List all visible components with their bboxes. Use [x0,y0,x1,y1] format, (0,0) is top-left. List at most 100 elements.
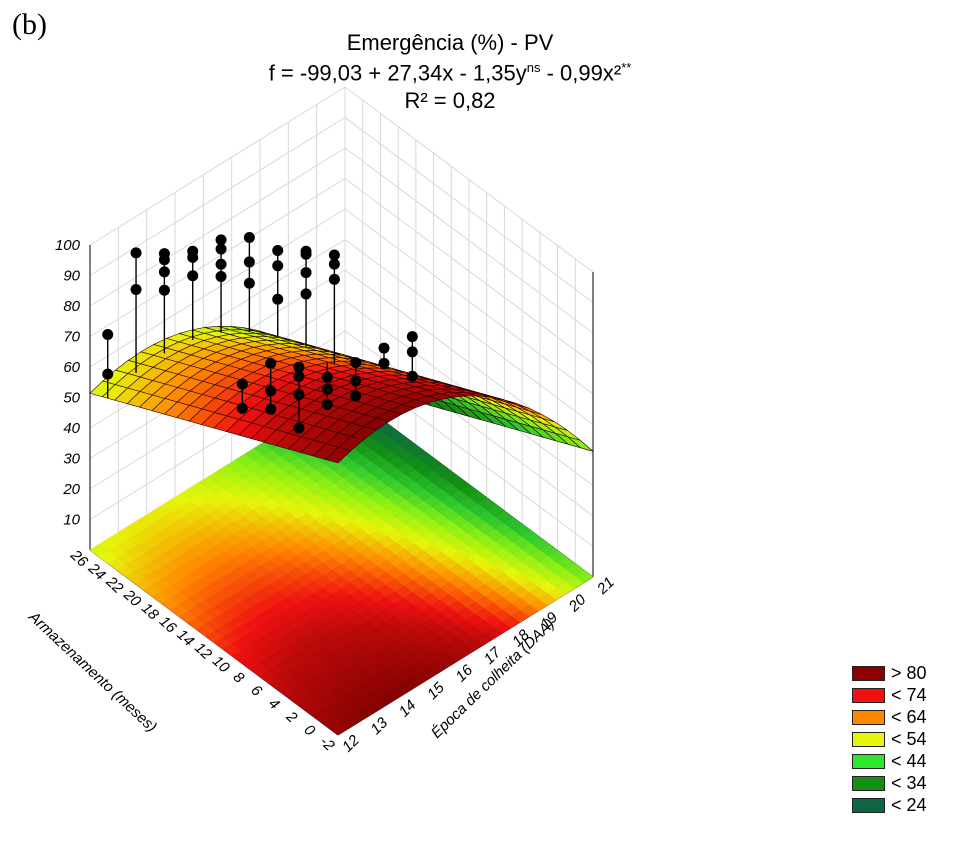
data-point [328,258,340,270]
legend-swatch [852,753,885,769]
y-tick-label: 24 [84,559,109,583]
grid-line [344,86,594,273]
y-tick-label: -2 [316,733,338,755]
x-tick-label: 13 [367,714,391,738]
z-tick-label: 90 [63,268,80,285]
legend-label: < 64 [891,706,927,727]
y-tick-label: 14 [173,626,197,650]
data-point [215,258,227,270]
data-point [300,288,312,300]
z-tick-label: 70 [63,329,80,346]
legend-swatch [852,731,885,747]
panel-label: (b) [12,8,47,41]
data-point [236,378,248,390]
y-tick-label: 16 [156,613,180,637]
legend-item: < 74 [852,684,927,706]
x-tick-label: 16 [452,661,476,685]
data-point [293,389,305,401]
z-tick-label: 40 [63,420,80,437]
data-point [321,399,333,411]
z-tick-label: 50 [63,390,80,407]
regression-equation: f = -99,03 + 27,34x - 1,35yns - 0,99x²** [0,60,900,86]
data-point [328,249,340,261]
grid-line [344,239,594,425]
r-squared: R² = 0,82 [404,88,496,113]
data-point [102,368,114,380]
y-tick-label: 8 [230,669,248,688]
data-point [300,267,312,279]
data-point [378,342,390,354]
equation-superscript-ns: ns [526,60,541,75]
data-point [130,247,142,259]
grid-line [344,208,594,395]
legend-label: < 54 [891,728,927,749]
y-tick-label: 20 [120,586,145,611]
data-point [215,234,227,246]
grid-line [344,117,594,303]
y-tick-label: 22 [102,573,127,598]
data-point [406,370,418,382]
legend: > 80 < 74 < 64 < 54 < 44 < 34 < 24 [852,662,927,816]
z-tick-label: 30 [63,451,80,468]
z-tick-label: 10 [63,512,80,529]
x-tick-label: 15 [424,679,448,703]
grid-line [344,147,594,334]
data-point [158,266,170,278]
data-point [321,371,333,383]
y-tick-label: 0 [301,721,319,740]
grid-line [89,178,346,337]
legend-item: < 44 [852,750,927,772]
data-point [265,403,277,415]
data-point [350,375,362,387]
x-tick-label: 21 [593,574,618,599]
data-point [406,346,418,358]
data-point [293,361,305,373]
data-point [293,422,305,434]
data-point [102,328,114,340]
data-point [243,256,255,268]
data-point [215,270,227,282]
y-tick-label: 10 [209,653,233,677]
y-axis-label: Armazenamento (meses) [25,608,160,736]
legend-label: < 34 [891,772,927,793]
legend-item: < 64 [852,706,927,728]
data-point [265,357,277,369]
legend-item: < 24 [852,794,927,816]
legend-item: < 34 [852,772,927,794]
y-tick-label: 2 [282,708,301,727]
legend-item: < 54 [852,728,927,750]
equation-superscript-significance: ** [621,60,632,75]
x-tick-label: 12 [339,731,363,755]
data-point [130,283,142,295]
x-tick-label: 14 [396,697,420,721]
grid-line [89,147,346,307]
data-point [236,402,248,414]
legend-label: < 44 [891,750,927,771]
y-tick-label: 6 [247,682,265,701]
data-point [272,260,284,272]
data-point [328,273,340,285]
data-point [158,248,170,260]
data-point [265,385,277,397]
legend-label: < 24 [891,794,927,815]
data-point [350,390,362,402]
data-point [158,284,170,296]
data-point [406,331,418,343]
y-tick-label: 18 [138,600,162,624]
data-point [272,244,284,256]
data-point [187,270,199,282]
z-tick-label: 100 [55,237,81,254]
legend-item: > 80 [852,662,927,684]
data-point [321,383,333,395]
data-point [243,232,255,244]
legend-label: < 74 [891,684,927,705]
legend-swatch [852,775,885,791]
data-point [215,243,227,255]
equation-quadratic-term: - 0,99x² [540,60,622,86]
surface-cell [325,446,352,464]
fitted-surface [89,325,594,464]
legend-swatch [852,687,885,703]
data-point [187,245,199,257]
data-point [293,370,305,382]
